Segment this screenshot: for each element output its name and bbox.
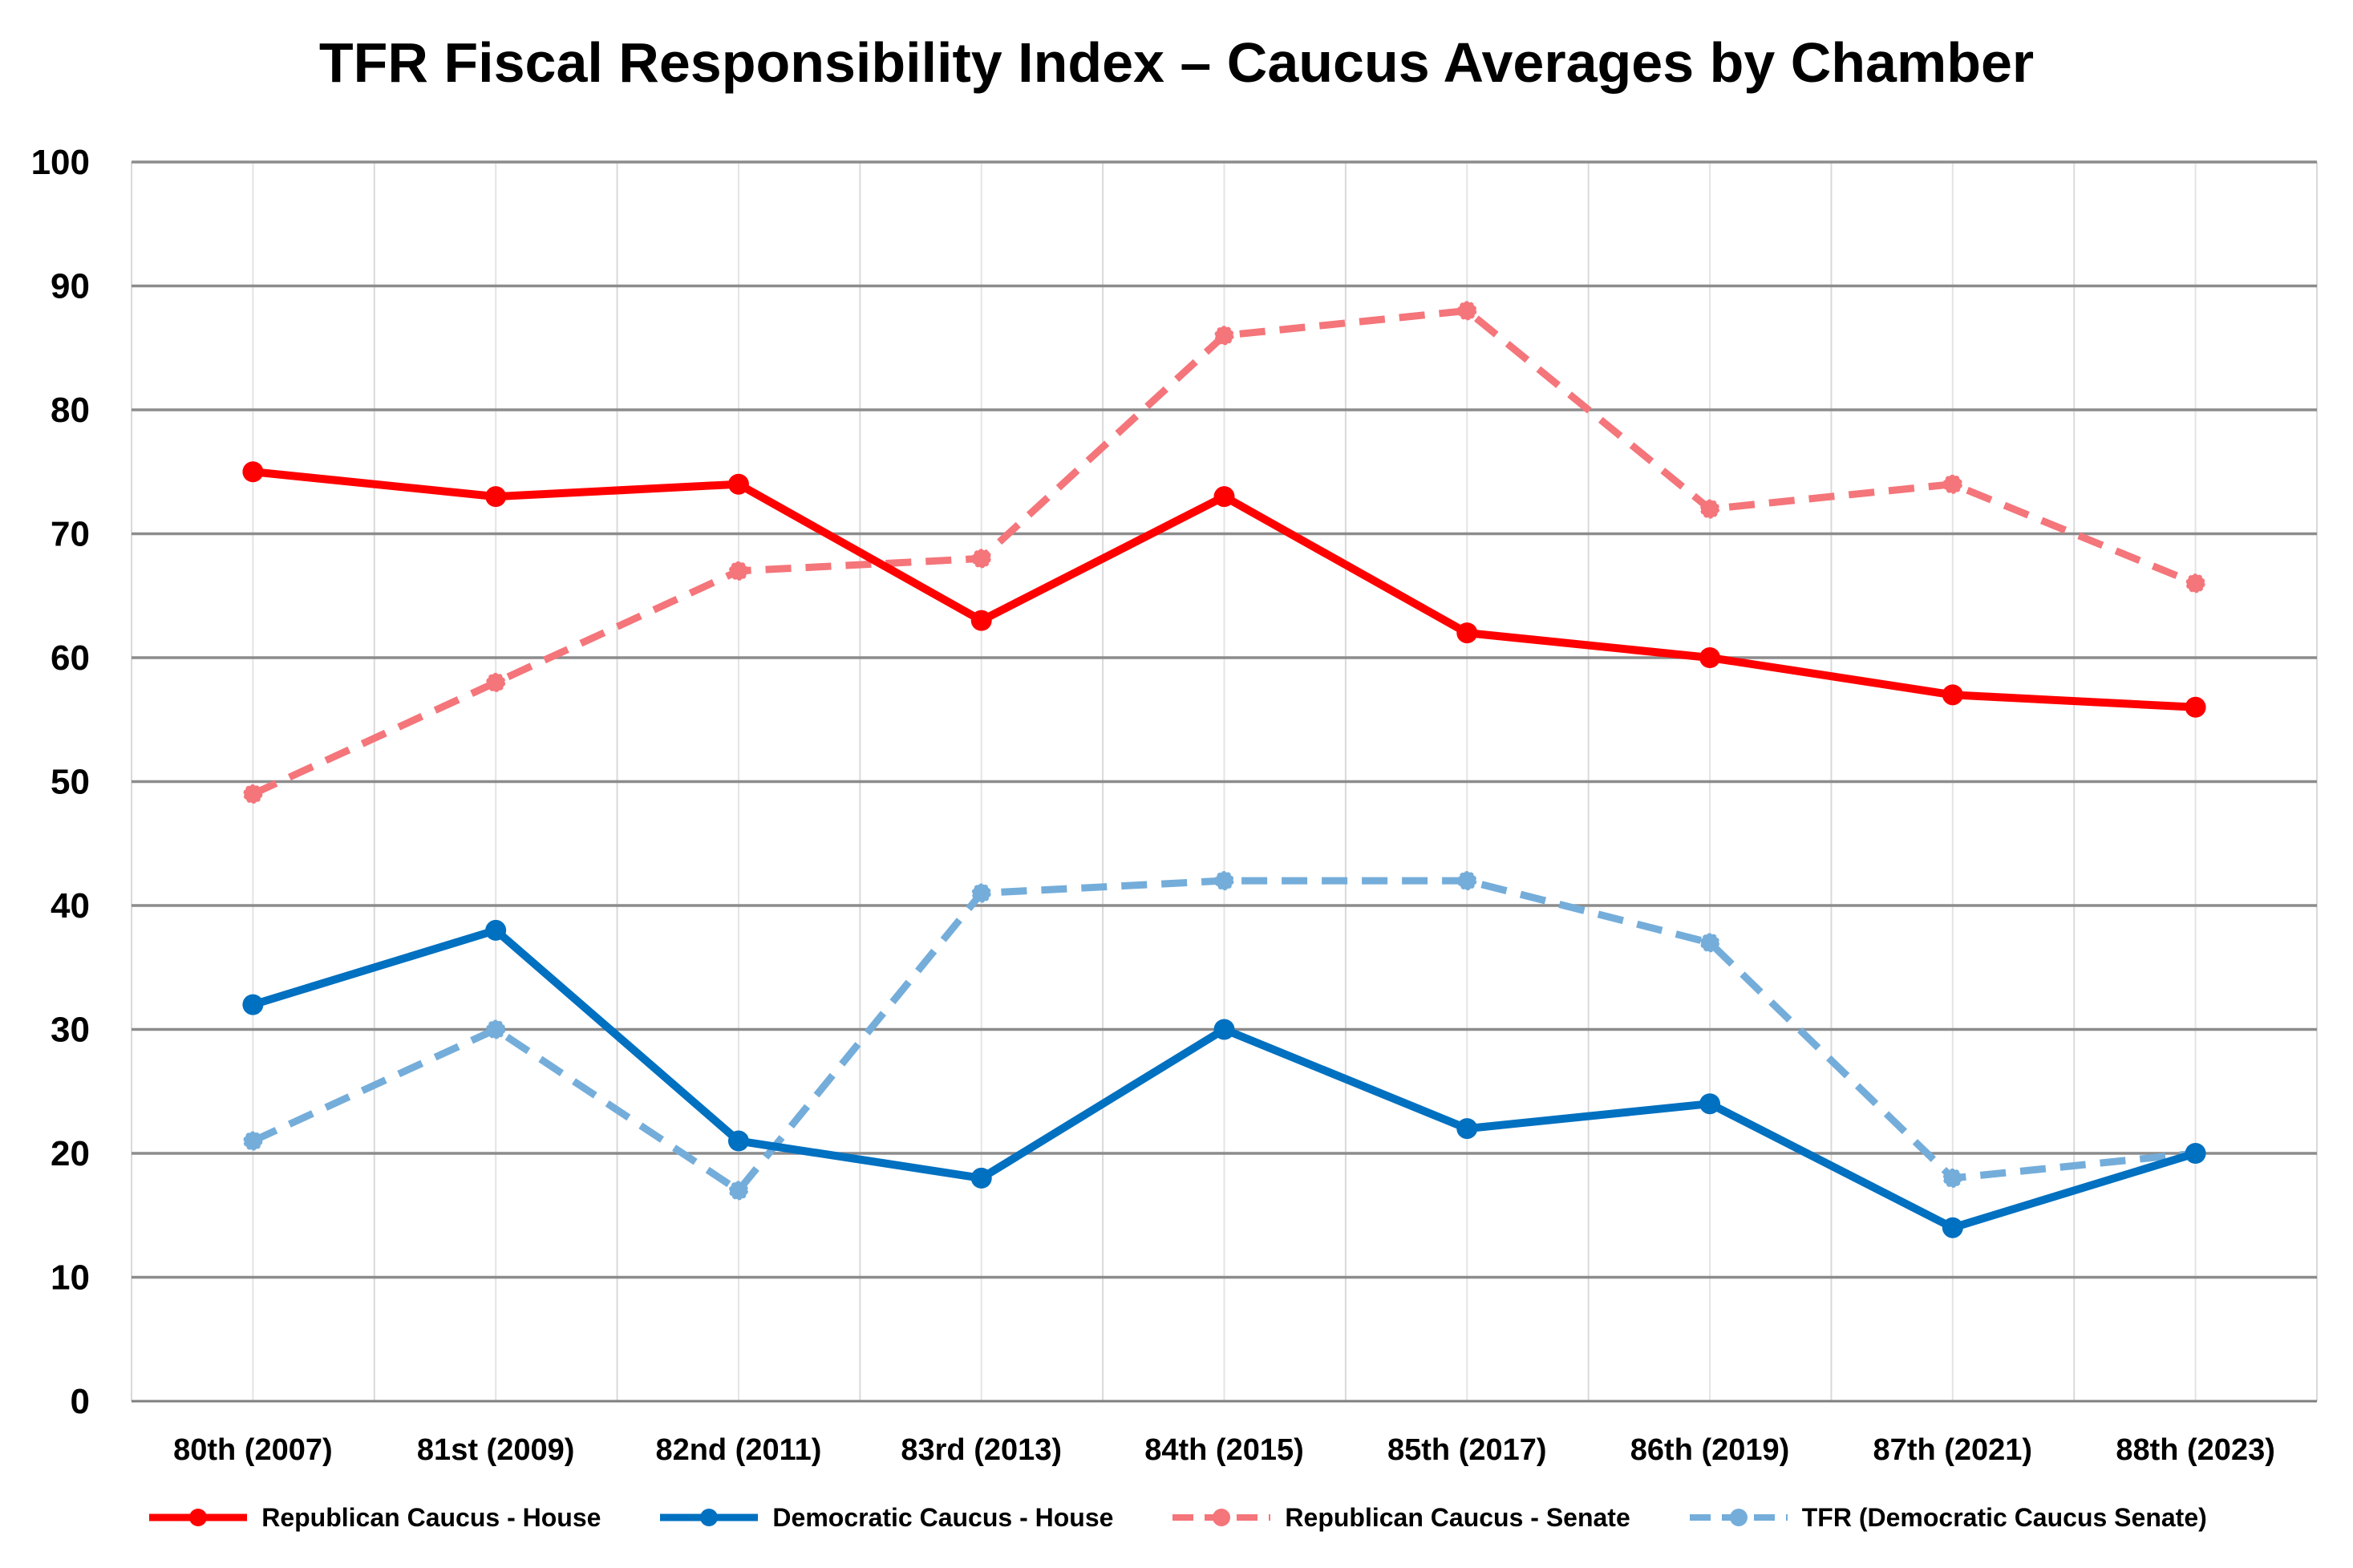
series-point (486, 1019, 506, 1039)
series-point (485, 486, 507, 508)
series-point (1213, 1019, 1235, 1040)
x-tick-label: 80th (2007) (173, 1433, 333, 1467)
series-point (1699, 1093, 1721, 1115)
series-point (242, 461, 264, 483)
series-point (1456, 622, 1478, 644)
series-point (1700, 499, 1720, 519)
legend-swatch (149, 1509, 248, 1526)
y-tick-label: 70 (51, 515, 90, 554)
legend: Republican Caucus - House Democratic Cauc… (0, 1493, 2353, 1542)
y-tick-label: 20 (51, 1134, 90, 1173)
series-point (727, 1130, 749, 1152)
series-point (1213, 486, 1235, 508)
y-tick-label: 30 (51, 1011, 90, 1050)
series-point (243, 784, 263, 804)
series-point (1942, 1168, 1962, 1188)
y-tick-label: 90 (51, 267, 90, 306)
legend-label: Republican Caucus - Senate (1285, 1502, 1630, 1532)
series-point (1457, 301, 1477, 321)
x-tick-label: 88th (2023) (2116, 1433, 2275, 1467)
series-point (727, 473, 749, 495)
series-point (2185, 696, 2206, 718)
series-point (1457, 871, 1477, 891)
y-tick-label: 80 (51, 391, 90, 430)
series-layer (242, 301, 2206, 1238)
legend-marker (700, 1509, 719, 1526)
legend-marker (1729, 1509, 1748, 1526)
series-point (728, 1181, 748, 1201)
series-point (728, 561, 748, 581)
series-point (1456, 1118, 1478, 1140)
x-tick-label: 87th (2021) (1873, 1433, 2033, 1467)
series-point (1942, 1217, 1963, 1238)
y-tick-label: 0 (71, 1382, 90, 1421)
legend-marker (189, 1509, 208, 1526)
series-point (485, 919, 507, 941)
series-point (1700, 933, 1720, 953)
series-point (971, 549, 991, 569)
series-point (1214, 326, 1234, 346)
legend-label: Republican Caucus - House (261, 1502, 601, 1532)
y-tick-label: 60 (51, 638, 90, 678)
y-tick-label: 100 (31, 143, 90, 182)
x-tick-label: 86th (2019) (1630, 1433, 1790, 1467)
y-tick-label: 50 (51, 763, 90, 802)
x-tick-label: 85th (2017) (1387, 1433, 1547, 1467)
axis-labels: 0 10 20 30 40 50 60 70 80 90 100 80th (2007) 81st (2… (31, 143, 2275, 1467)
series-point (970, 610, 992, 631)
series-point (970, 1167, 992, 1189)
series-point (2185, 1143, 2206, 1164)
legend-item: TFR (Democratic Caucus Senate) (1687, 1501, 2207, 1534)
series-point (1942, 474, 1962, 494)
x-tick-label: 84th (2015) (1144, 1433, 1304, 1467)
series-point (486, 672, 506, 692)
legend-swatch (1689, 1509, 1788, 1526)
series-point (1942, 684, 1963, 706)
x-tick-label: 82nd (2011) (655, 1433, 821, 1467)
legend-swatch (660, 1509, 759, 1526)
chart-title: TFR Fiscal Responsibility Index – Caucus… (318, 31, 2035, 94)
legend-label: TFR (Democratic Caucus Senate) (1801, 1502, 2207, 1532)
legend-item: Republican Caucus - House (146, 1501, 601, 1534)
series-point (1214, 871, 1234, 891)
x-tick-label: 81st (2009) (417, 1433, 574, 1467)
grid-layer (131, 160, 2318, 1403)
legend-label: Democratic Caucus - House (772, 1502, 1114, 1532)
series-point (2185, 573, 2205, 594)
legend-item: Democratic Caucus - House (657, 1501, 1113, 1534)
legend-item: Republican Caucus - Senate (1169, 1501, 1630, 1534)
series-point (243, 1131, 263, 1151)
series-point (971, 883, 991, 903)
series-point (242, 994, 264, 1015)
y-tick-label: 40 (51, 886, 90, 926)
x-tick-label: 83rd (2013) (901, 1433, 1062, 1467)
legend-marker (1213, 1509, 1231, 1526)
series-point (1699, 647, 1721, 668)
y-tick-label: 10 (51, 1258, 90, 1298)
legend-swatch (1172, 1509, 1271, 1526)
